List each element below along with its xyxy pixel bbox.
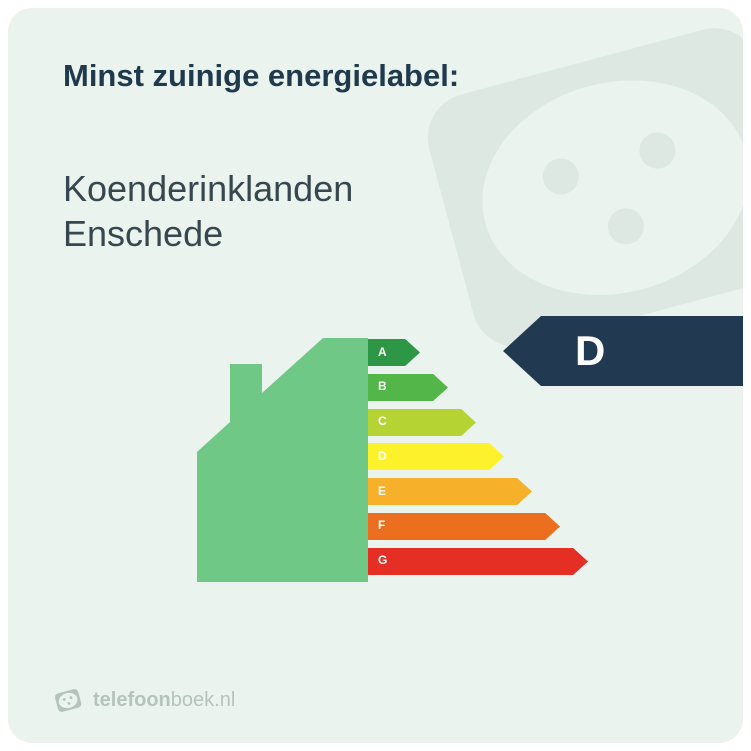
rating-letter: D — [575, 327, 605, 375]
location-subtitle: Koenderinklanden Enschede — [63, 166, 688, 256]
bar-arrow-icon — [368, 513, 560, 540]
brand-tld: .nl — [214, 689, 235, 711]
bar-label: B — [378, 379, 387, 393]
house-icon — [197, 338, 368, 582]
page-title: Minst zuinige energielabel: — [63, 58, 688, 94]
bar-label: G — [378, 553, 387, 567]
bar-label: F — [378, 518, 385, 532]
location-line1: Koenderinklanden — [63, 168, 353, 209]
bar-arrow-icon — [368, 339, 420, 366]
bar-label: D — [378, 449, 387, 463]
bar-label: C — [378, 414, 387, 428]
energy-label-card: Minst zuinige energielabel: Koenderinkla… — [8, 8, 743, 743]
bar-label: E — [378, 484, 386, 498]
bar-arrow-icon — [368, 443, 504, 470]
phonebook-icon — [53, 685, 83, 715]
brand-rest: boek — [171, 689, 214, 711]
brand-bold: telefoon — [93, 689, 171, 711]
bar-arrow-icon — [368, 548, 588, 575]
energy-chart: A B C D E F G D — [63, 316, 688, 606]
footer-text: telefoonboek.nl — [93, 689, 235, 712]
footer-brand: telefoonboek.nl — [53, 685, 235, 715]
bar-label: A — [378, 345, 387, 359]
bar-arrow-icon — [368, 478, 532, 505]
location-line2: Enschede — [63, 213, 223, 254]
rating-badge: D — [503, 316, 743, 386]
